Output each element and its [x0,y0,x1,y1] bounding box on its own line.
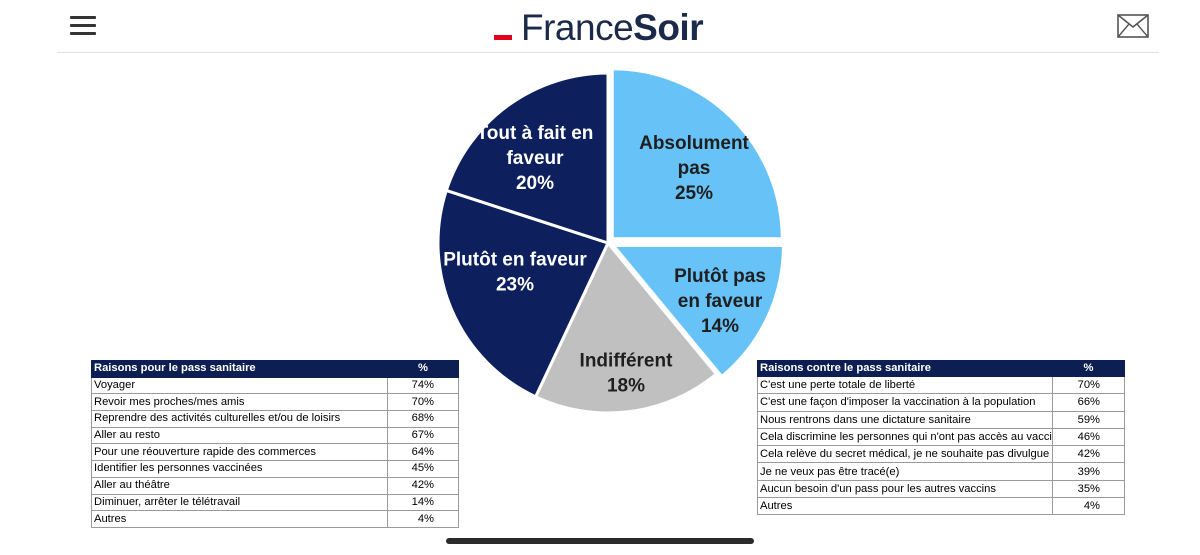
slice-label-line: Plutôt en faveur [443,250,587,271]
slice-value-label: 23% [496,275,534,296]
table-row: Autres 4% [757,497,1125,516]
pie-slice [444,71,610,246]
slice-value-label: 14% [701,316,739,337]
row-pct: 42% [1052,445,1125,464]
table-header-pct: % [387,360,459,378]
table-row: Diminuer, arrêter le télétravail 14% [91,493,459,512]
table-raisons-contre: Raisons contre le pass sanitaire % C'est… [757,360,1125,516]
table-row: C'est une façon d'imposer la vaccination… [757,393,1125,412]
row-pct: 14% [387,493,459,512]
mail-icon[interactable] [1117,14,1149,38]
table-row: Voyager 74% [91,376,459,395]
table-row: Pour une réouverture rapide des commerce… [91,443,459,462]
pie-slice [610,244,785,379]
slice-label-line: en faveur [678,291,763,312]
pie-slice [533,240,719,415]
slice-label: Absolument pas 25% [639,133,749,204]
slice-label-line: Plutôt pas [674,266,766,287]
table-row: Aller au théâtre 42% [91,476,459,495]
row-pct: 59% [1052,410,1125,429]
row-label: Diminuer, arrêter le télétravail [91,493,388,512]
slice-value-label: 20% [516,173,554,194]
row-pct: 4% [387,510,459,528]
header-divider [57,52,1159,53]
slice-label: Plutôt pas en faveur 14% [674,266,766,337]
row-label: Cela discrimine les personnes qui n'ont … [757,427,1053,447]
table-header-row: Raisons pour le pass sanitaire % [91,360,459,378]
row-label: Autres [91,510,388,528]
logo-dash [494,35,512,40]
table-raisons-pour: Raisons pour le pass sanitaire % Voyager… [91,360,459,528]
row-label: Reprendre des activités culturelles et/o… [91,410,388,428]
row-label: Pour une réouverture rapide des commerce… [91,443,388,462]
slice-label-line: Indifférent [580,351,674,372]
table-row: Cela relève du secret médical, je ne sou… [757,445,1125,464]
table-row: Reprendre des activités culturelles et/o… [91,410,459,428]
slice-label-line: pas [678,158,711,179]
pie-slice [610,67,784,241]
table-row: Je ne veux pas être tracé(e) 39% [757,462,1125,481]
row-label: Revoir mes proches/mes amis [91,393,388,412]
row-pct: 70% [387,393,459,412]
slice-label: Plutôt en faveur 23% [443,250,587,296]
logo-part1: France [521,7,634,48]
slice-value-label: 18% [607,376,645,397]
row-pct: 45% [387,460,459,478]
table-header-pct: % [1052,360,1125,377]
table-row: Aller au resto 67% [91,426,459,445]
site-logo[interactable]: FranceSoir [494,6,704,50]
row-label: Aller au théâtre [91,476,388,495]
row-pct: 4% [1052,497,1125,516]
row-pct: 68% [387,410,459,428]
row-label: Identifier les personnes vaccinées [91,460,388,478]
row-pct: 74% [387,376,459,395]
row-label: C'est une perte totale de liberté [757,375,1053,395]
slice-label: Indifférent 18% [580,351,674,397]
logo-text: FranceSoir [521,6,704,50]
row-pct: 46% [1052,427,1125,447]
row-label: Aucun besoin d'un pass pour les autres v… [757,479,1053,499]
table-row: Revoir mes proches/mes amis 70% [91,393,459,412]
row-label: Je ne veux pas être tracé(e) [757,462,1053,481]
row-pct: 67% [387,426,459,445]
row-label: Cela relève du secret médical, je ne sou… [757,445,1053,464]
row-pct: 64% [387,443,459,462]
slice-label: Tout à fait en faveur 20% [477,123,594,194]
logo-part2: Soir [633,7,704,48]
table-row: Autres 4% [91,510,459,528]
row-pct: 39% [1052,462,1125,481]
row-label: Aller au resto [91,426,388,445]
table-header-label: Raisons pour le pass sanitaire [91,360,388,378]
row-pct: 42% [387,476,459,495]
slice-label-line: Absolument [639,133,749,154]
table-header-row: Raisons contre le pass sanitaire % [757,360,1125,377]
table-row: Cela discrimine les personnes qui n'ont … [757,427,1125,447]
slice-value-label: 25% [675,183,713,204]
slice-label-line: faveur [506,148,564,169]
row-label: Voyager [91,376,388,395]
table-header-label: Raisons contre le pass sanitaire [757,360,1053,377]
hamburger-menu-icon[interactable] [70,16,96,36]
row-label: C'est une façon d'imposer la vaccination… [757,393,1053,412]
table-row: Aucun besoin d'un pass pour les autres v… [757,479,1125,499]
table-row: Nous rentrons dans une dictature sanitai… [757,410,1125,429]
row-pct: 70% [1052,375,1125,395]
site-header: FranceSoir [0,0,1200,54]
table-row: C'est une perte totale de liberté 70% [757,375,1125,395]
row-pct: 35% [1052,479,1125,499]
row-label: Autres [757,497,1053,516]
table-row: Identifier les personnes vaccinées 45% [91,460,459,478]
pie-slice [436,188,611,399]
slice-label-line: Tout à fait en [477,123,594,144]
row-label: Nous rentrons dans une dictature sanitai… [757,410,1053,429]
horizontal-scrollbar[interactable] [446,538,754,544]
row-pct: 66% [1052,393,1125,412]
